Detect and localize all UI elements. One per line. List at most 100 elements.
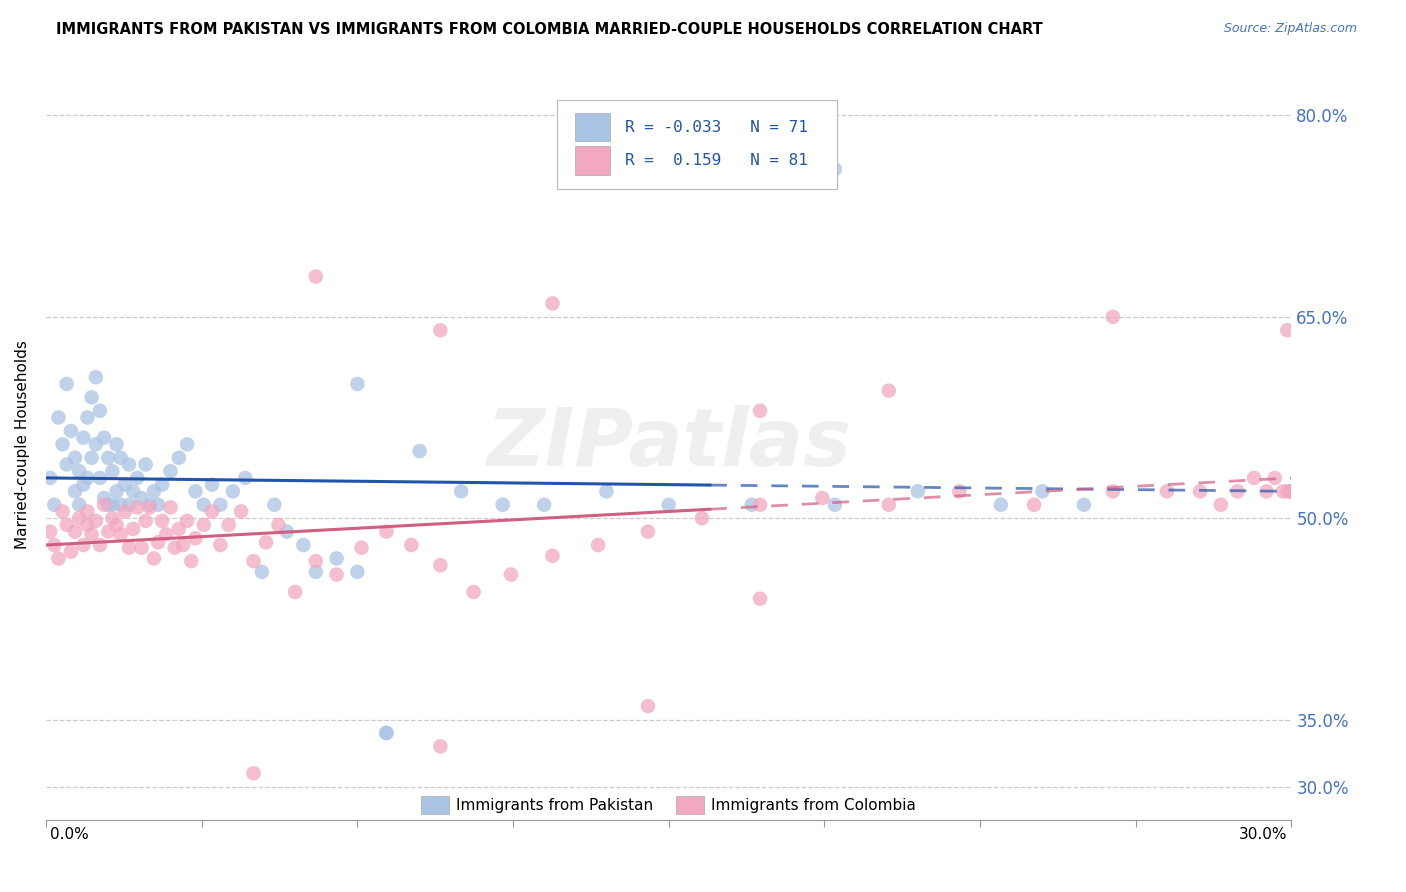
Point bbox=[541, 549, 564, 563]
Point bbox=[325, 567, 347, 582]
Point bbox=[139, 498, 162, 512]
Point bbox=[142, 484, 165, 499]
Point bbox=[55, 376, 77, 391]
Point bbox=[1277, 323, 1299, 337]
Point bbox=[658, 498, 681, 512]
Point bbox=[184, 531, 207, 545]
Point bbox=[84, 437, 107, 451]
Point bbox=[44, 498, 66, 512]
Point bbox=[346, 565, 368, 579]
Point bbox=[84, 514, 107, 528]
Point bbox=[1073, 498, 1095, 512]
Point bbox=[948, 484, 970, 499]
Point bbox=[127, 500, 149, 515]
Point bbox=[305, 554, 328, 568]
Point bbox=[159, 500, 181, 515]
Point bbox=[59, 545, 82, 559]
Point bbox=[105, 437, 128, 451]
Point bbox=[55, 517, 77, 532]
Text: R =  0.159   N = 81: R = 0.159 N = 81 bbox=[626, 153, 808, 168]
Point bbox=[263, 498, 285, 512]
Point bbox=[1022, 498, 1045, 512]
Point bbox=[155, 527, 177, 541]
Point bbox=[131, 491, 153, 505]
Point bbox=[135, 514, 157, 528]
Point bbox=[114, 477, 136, 491]
Point bbox=[150, 477, 173, 491]
Point bbox=[254, 535, 277, 549]
Point bbox=[72, 538, 94, 552]
Point bbox=[1281, 484, 1303, 499]
Point bbox=[541, 296, 564, 310]
Point bbox=[80, 527, 103, 541]
Point bbox=[637, 699, 659, 714]
Point bbox=[292, 538, 315, 552]
Point bbox=[193, 517, 215, 532]
Point bbox=[118, 541, 141, 555]
Point bbox=[1031, 484, 1053, 499]
Point bbox=[346, 376, 368, 391]
Point bbox=[176, 514, 198, 528]
Point bbox=[1189, 484, 1212, 499]
Point bbox=[159, 464, 181, 478]
Point bbox=[118, 498, 141, 512]
Point bbox=[408, 444, 430, 458]
Point bbox=[131, 541, 153, 555]
Point bbox=[877, 384, 900, 398]
Point bbox=[824, 162, 846, 177]
Point bbox=[193, 498, 215, 512]
Point bbox=[97, 450, 120, 465]
Point bbox=[242, 554, 264, 568]
Point bbox=[1281, 484, 1303, 499]
Point bbox=[229, 504, 252, 518]
Point bbox=[97, 498, 120, 512]
FancyBboxPatch shape bbox=[557, 100, 837, 189]
Point bbox=[401, 538, 423, 552]
Point bbox=[59, 424, 82, 438]
Text: 0.0%: 0.0% bbox=[51, 827, 89, 842]
Point bbox=[209, 538, 232, 552]
Point bbox=[499, 567, 522, 582]
Point bbox=[76, 471, 98, 485]
Point bbox=[1281, 484, 1303, 499]
Point bbox=[1102, 484, 1125, 499]
Point bbox=[127, 471, 149, 485]
Point bbox=[146, 535, 169, 549]
Point bbox=[201, 477, 224, 491]
Point bbox=[110, 450, 132, 465]
Point bbox=[93, 498, 115, 512]
Point bbox=[176, 437, 198, 451]
Point bbox=[1281, 484, 1303, 499]
Point bbox=[276, 524, 298, 539]
Point bbox=[305, 269, 328, 284]
Point bbox=[1264, 471, 1286, 485]
Point bbox=[749, 498, 772, 512]
Text: IMMIGRANTS FROM PAKISTAN VS IMMIGRANTS FROM COLOMBIA MARRIED-COUPLE HOUSEHOLDS C: IMMIGRANTS FROM PAKISTAN VS IMMIGRANTS F… bbox=[56, 22, 1043, 37]
Point bbox=[63, 484, 86, 499]
Point bbox=[105, 484, 128, 499]
Point bbox=[52, 504, 75, 518]
Point bbox=[877, 498, 900, 512]
Text: 30.0%: 30.0% bbox=[1239, 827, 1288, 842]
Point bbox=[209, 498, 232, 512]
Point bbox=[1226, 484, 1249, 499]
Point bbox=[167, 450, 190, 465]
Point bbox=[218, 517, 240, 532]
Point bbox=[72, 477, 94, 491]
Point bbox=[741, 169, 763, 183]
Point bbox=[233, 471, 256, 485]
FancyBboxPatch shape bbox=[575, 113, 610, 142]
Point bbox=[118, 458, 141, 472]
Point bbox=[1256, 484, 1278, 499]
Point bbox=[250, 565, 273, 579]
Point bbox=[114, 504, 136, 518]
Point bbox=[450, 484, 472, 499]
Point bbox=[325, 551, 347, 566]
FancyBboxPatch shape bbox=[575, 146, 610, 175]
Point bbox=[67, 511, 90, 525]
Point bbox=[63, 450, 86, 465]
Point bbox=[429, 323, 451, 337]
Point bbox=[1156, 484, 1178, 499]
Point bbox=[990, 498, 1012, 512]
Point bbox=[222, 484, 245, 499]
